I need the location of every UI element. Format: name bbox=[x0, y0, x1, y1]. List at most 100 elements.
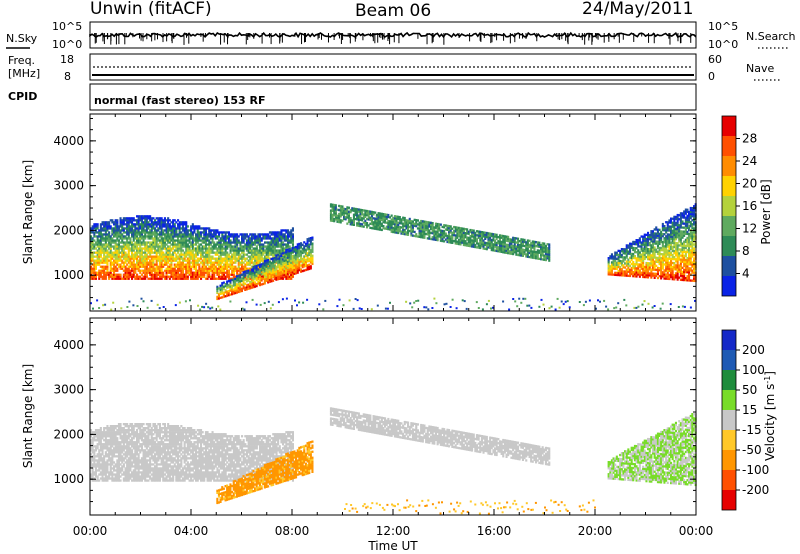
power-cell bbox=[236, 253, 239, 256]
power-cell bbox=[178, 259, 181, 262]
power-cell bbox=[267, 261, 270, 264]
power-cell bbox=[630, 268, 633, 272]
power-cell bbox=[411, 228, 414, 231]
power-cell bbox=[291, 257, 294, 260]
power-cell bbox=[181, 263, 184, 266]
power-cell bbox=[627, 246, 630, 249]
power-cell bbox=[366, 226, 369, 229]
power-cell bbox=[617, 271, 620, 275]
power-cell bbox=[642, 255, 645, 258]
power-cell bbox=[152, 251, 155, 254]
power-cell bbox=[272, 275, 275, 278]
power-cell bbox=[127, 241, 130, 244]
power-cell bbox=[124, 257, 127, 260]
power-cell bbox=[267, 245, 270, 248]
power-cell bbox=[647, 239, 650, 243]
power-cell bbox=[168, 229, 171, 232]
power-cell bbox=[196, 257, 199, 260]
power-cell bbox=[306, 256, 309, 259]
power-cell bbox=[126, 227, 129, 230]
power-cell bbox=[90, 265, 93, 268]
power-cell bbox=[172, 219, 175, 222]
power-cell bbox=[160, 229, 163, 232]
power-cell bbox=[221, 288, 224, 291]
power-cell bbox=[218, 235, 221, 238]
power-cell bbox=[131, 263, 134, 266]
power-cell bbox=[198, 265, 201, 268]
power-cell bbox=[140, 237, 143, 240]
power-cell bbox=[162, 253, 165, 256]
power-cell bbox=[203, 245, 206, 248]
power-cell bbox=[531, 250, 534, 253]
power-cell bbox=[188, 245, 191, 248]
power-cell bbox=[144, 231, 147, 234]
power-cell bbox=[93, 275, 96, 278]
power-cell bbox=[122, 243, 125, 246]
power-cell bbox=[265, 273, 268, 276]
power-cell bbox=[154, 243, 157, 246]
power-cell bbox=[134, 223, 137, 226]
power-cell bbox=[645, 261, 648, 265]
power-cell bbox=[108, 247, 111, 250]
power-cell bbox=[273, 277, 276, 280]
power-cell bbox=[471, 229, 474, 232]
power-cell bbox=[257, 282, 260, 285]
power-cell bbox=[255, 251, 258, 254]
power-cell bbox=[382, 221, 385, 224]
power-cell bbox=[157, 217, 160, 220]
power-cell bbox=[530, 246, 533, 249]
power-cell bbox=[336, 208, 339, 211]
power-cell bbox=[226, 271, 229, 274]
power-cell bbox=[300, 242, 303, 245]
noise-tick-right-top: 10^5 bbox=[708, 20, 738, 33]
power-cell bbox=[167, 237, 170, 240]
power-cell bbox=[263, 264, 266, 267]
nave-dot bbox=[157, 66, 159, 68]
power-cell bbox=[260, 239, 263, 242]
power-cell bbox=[178, 223, 181, 226]
power-cell bbox=[240, 289, 243, 293]
power-cell bbox=[137, 217, 140, 220]
power-cell bbox=[121, 245, 124, 248]
power-cell bbox=[421, 234, 424, 237]
power-cell bbox=[117, 257, 120, 260]
power-cell bbox=[405, 219, 408, 222]
power-cell bbox=[191, 243, 194, 246]
power-cell bbox=[484, 235, 487, 238]
power-cell bbox=[116, 243, 119, 246]
power-cell bbox=[236, 269, 239, 272]
power-cell bbox=[144, 271, 147, 274]
power-cell bbox=[104, 237, 107, 240]
power-cell bbox=[535, 251, 538, 254]
power-cell bbox=[521, 252, 524, 255]
nave-dot bbox=[105, 66, 107, 68]
power-cell bbox=[475, 242, 478, 245]
power-cell bbox=[165, 235, 168, 238]
power-cell bbox=[193, 255, 196, 258]
power-cell bbox=[91, 267, 94, 270]
power-cell bbox=[434, 230, 437, 233]
power-cell bbox=[632, 252, 635, 256]
power-cell bbox=[280, 264, 283, 268]
power-cell bbox=[177, 235, 180, 238]
power-cell bbox=[308, 265, 311, 269]
power-cell bbox=[643, 253, 646, 256]
power-cell bbox=[637, 271, 640, 274]
power-cell bbox=[418, 225, 421, 228]
power-cell bbox=[295, 272, 298, 275]
power-cell bbox=[252, 284, 255, 287]
power-cell bbox=[272, 273, 275, 276]
power-cell bbox=[498, 240, 501, 243]
power-cell bbox=[145, 265, 148, 268]
power-cell bbox=[632, 260, 635, 264]
power-cell bbox=[262, 275, 265, 278]
power-cell bbox=[268, 266, 271, 269]
power-cell bbox=[296, 257, 299, 260]
power-cell bbox=[121, 265, 124, 268]
power-cell bbox=[103, 267, 106, 270]
power-cell bbox=[209, 261, 212, 264]
power-cell bbox=[144, 215, 147, 218]
power-cell bbox=[298, 252, 301, 256]
power-cell bbox=[285, 277, 288, 280]
